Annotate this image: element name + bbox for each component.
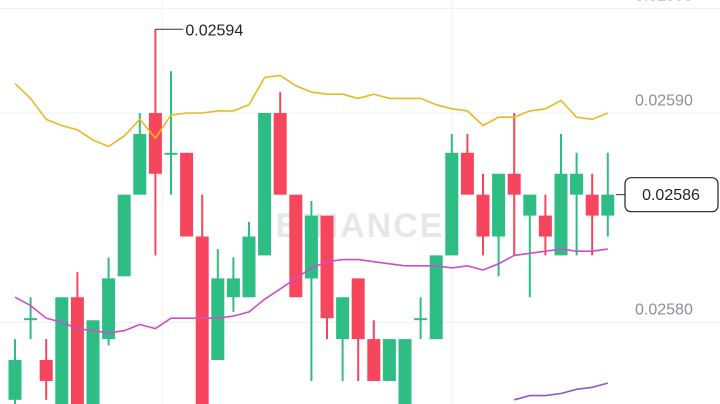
candle-body (398, 339, 412, 404)
last-price-tag (624, 177, 719, 213)
candle-body (117, 194, 131, 277)
candle-body (492, 173, 506, 237)
y-tick-label: 0.02595 (635, 0, 693, 5)
candle-body (429, 255, 443, 340)
candle-body (211, 278, 225, 361)
candle-body (336, 297, 350, 340)
candle-body (554, 173, 568, 256)
candle-body (367, 339, 381, 381)
candle-body (538, 215, 552, 237)
y-tick-label: 0.02590 (635, 92, 693, 109)
candle-body (195, 236, 209, 404)
candle-body (70, 297, 84, 404)
candle-body (242, 236, 256, 298)
candle-body (289, 194, 303, 298)
candle-body (8, 360, 22, 400)
candle-body (164, 152, 178, 155)
candle-body (414, 318, 428, 321)
indicator-line (14, 74, 609, 148)
candle-body (304, 215, 318, 279)
candle-body (351, 278, 365, 340)
indicator-line (14, 248, 608, 334)
candle-body (507, 173, 521, 195)
candle-body (86, 320, 100, 404)
candle-body (320, 215, 334, 319)
candle-body (382, 339, 396, 381)
candle-body (148, 113, 162, 174)
watermark: BINANCE (276, 207, 445, 245)
candle-body (258, 113, 272, 256)
annotation: 0.02594 (185, 23, 243, 40)
candle-body (133, 133, 147, 195)
candle-body (445, 152, 459, 256)
y-tick-label: 0.02580 (635, 302, 693, 319)
candle-body (102, 278, 116, 340)
candle-body (570, 173, 584, 195)
candle-body (24, 318, 38, 321)
candle-body (585, 194, 599, 216)
candle-body (226, 278, 240, 298)
candle-body (601, 194, 615, 216)
candle-body (273, 113, 287, 195)
candle-body (523, 194, 537, 216)
candle-body (460, 152, 474, 195)
last-price-label: 0.02586 (642, 187, 700, 204)
candle-body (180, 152, 194, 237)
indicator-line (513, 382, 609, 401)
candle-body (476, 194, 490, 237)
candle-body (55, 297, 69, 404)
candle-body (39, 360, 53, 381)
